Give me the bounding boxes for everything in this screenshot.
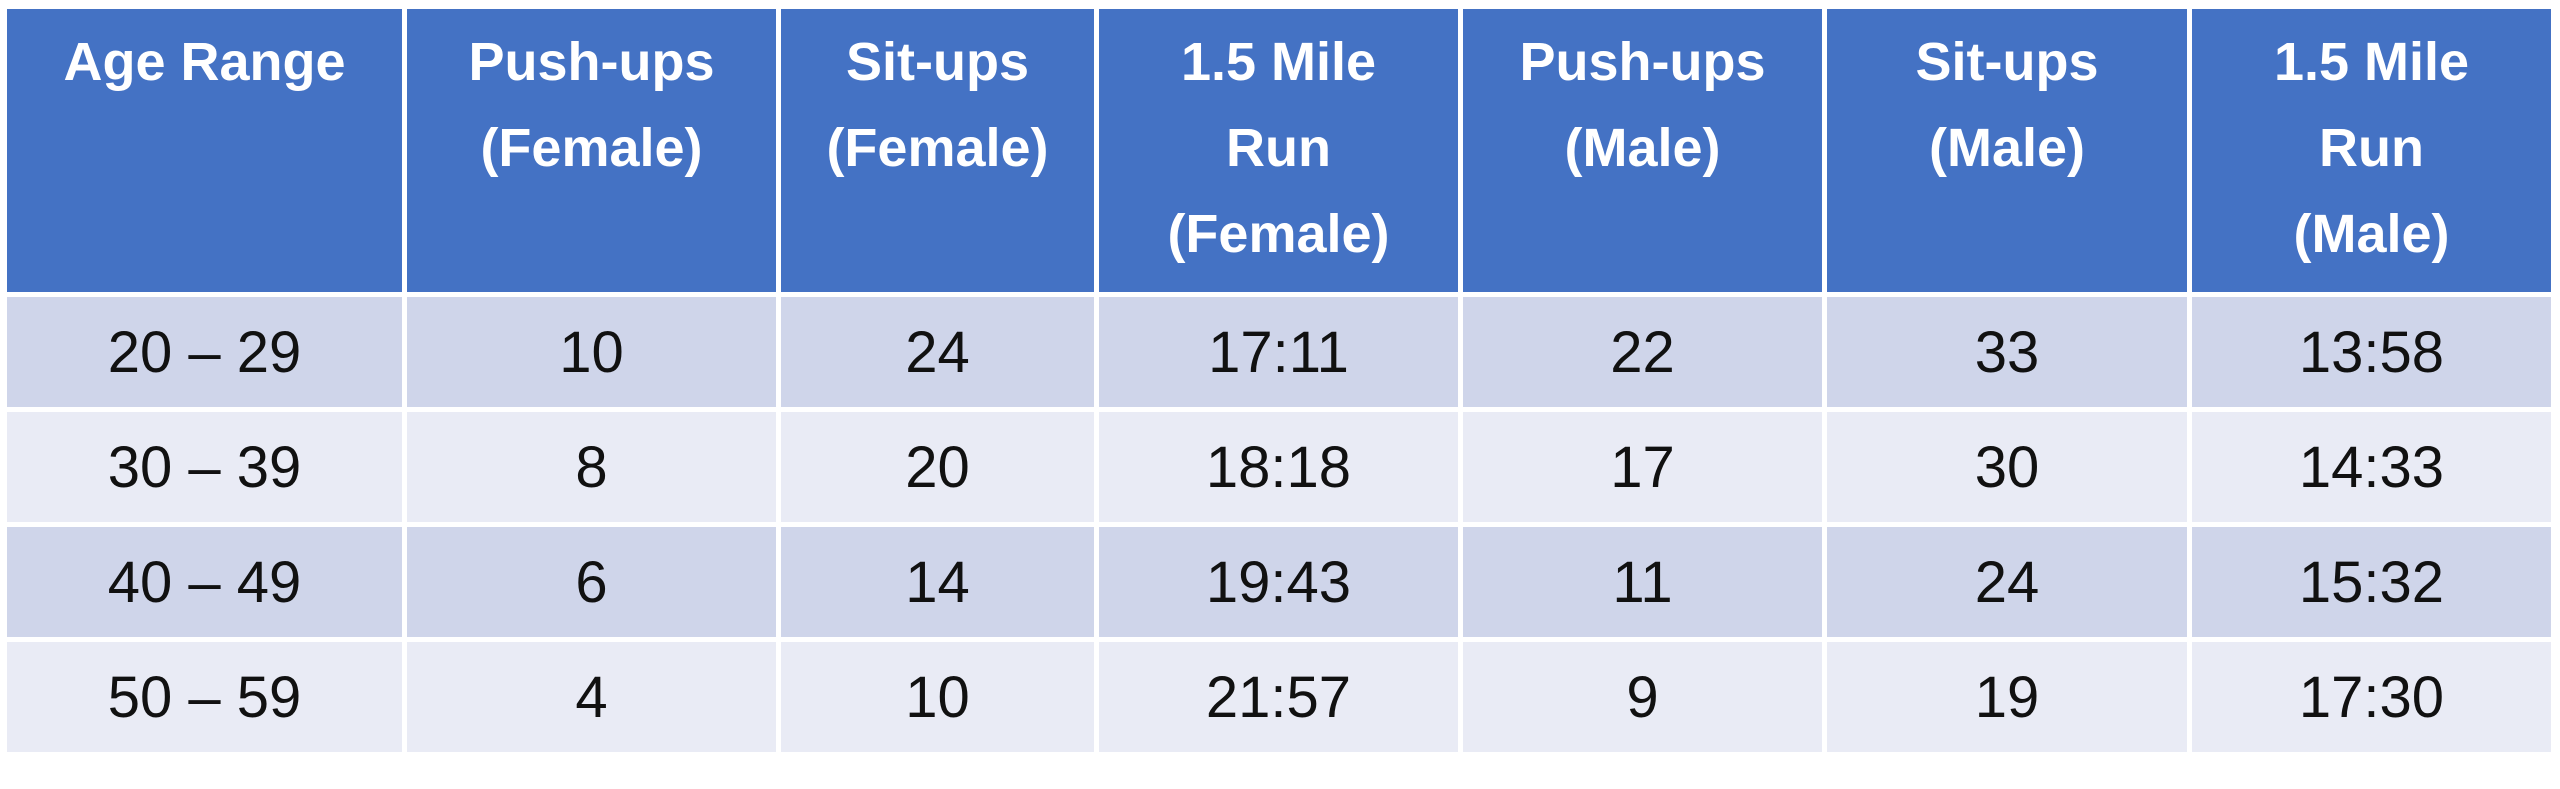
table-cell: 8 [407,412,776,522]
header-text: Sit-ups [1915,32,2099,92]
header-text: Age Range [63,32,346,92]
header-text: 1.5 Mile [2273,32,2470,92]
table-cell: 20 [781,412,1094,522]
table-cell: 10 [781,642,1094,752]
table-row: 50 – 59 4 10 21:57 9 19 17:30 [7,642,2551,752]
header-text: Sit-ups [846,32,1029,92]
header-text: Push-ups [1519,32,1766,92]
table-cell: 17:30 [2192,642,2551,752]
table-cell: 18:18 [1099,412,1458,522]
header-cell: Age Range [7,9,402,292]
table-cell: 40 – 49 [7,527,402,637]
header-cell: Sit-ups (Male) [1827,9,2187,292]
header-text: (Female) [826,118,1049,178]
header-cell: Sit-ups (Female) [781,9,1094,292]
header-cell: 1.5 Mile Run (Male) [2192,9,2551,292]
header-text: 1.5 Mile [1180,32,1377,92]
table-cell: 11 [1463,527,1822,637]
header-text: Run [2319,118,2424,178]
table-cell: 19 [1827,642,2187,752]
header-cell: Push-ups (Female) [407,9,776,292]
header-cell: Push-ups (Male) [1463,9,1822,292]
header-text: Run [1226,118,1331,178]
table-cell: 24 [1827,527,2187,637]
table-row: 20 – 29 10 24 17:11 22 33 13:58 [7,297,2551,407]
table-row: 40 – 49 6 14 19:43 11 24 15:32 [7,527,2551,637]
header-text: (Male) [1564,118,1721,178]
table-body: 20 – 29 10 24 17:11 22 33 13:58 30 – 39 8 20 18:18… [7,297,2551,752]
table-cell: 6 [407,527,776,637]
header-row: Age Range Push-ups (Female) Sit-ups (Female)… [7,9,2551,292]
table-cell: 14 [781,527,1094,637]
table-cell: 19:43 [1099,527,1458,637]
header-cell: 1.5 Mile Run (Female) [1099,9,1458,292]
table-cell: 14:33 [2192,412,2551,522]
header-text: (Female) [480,118,703,178]
table-cell: 17 [1463,412,1822,522]
table-cell: 30 [1827,412,2187,522]
table-cell: 4 [407,642,776,752]
table-cell: 17:11 [1099,297,1458,407]
table-row: 30 – 39 8 20 18:18 17 30 14:33 [7,412,2551,522]
table-cell: 9 [1463,642,1822,752]
table-cell: 30 – 39 [7,412,402,522]
table-cell: 24 [781,297,1094,407]
header-text: (Male) [2293,204,2450,264]
table-cell: 22 [1463,297,1822,407]
table-cell: 50 – 59 [7,642,402,752]
header-text: (Female) [1167,204,1390,264]
table-cell: 13:58 [2192,297,2551,407]
table-cell: 21:57 [1099,642,1458,752]
table-cell: 20 – 29 [7,297,402,407]
table-cell: 10 [407,297,776,407]
header-text: Push-ups [468,32,715,92]
fitness-table: Age Range Push-ups (Female) Sit-ups (Female)… [2,4,2556,757]
table-cell: 33 [1827,297,2187,407]
header-text: (Male) [1928,118,2085,178]
table-cell: 15:32 [2192,527,2551,637]
